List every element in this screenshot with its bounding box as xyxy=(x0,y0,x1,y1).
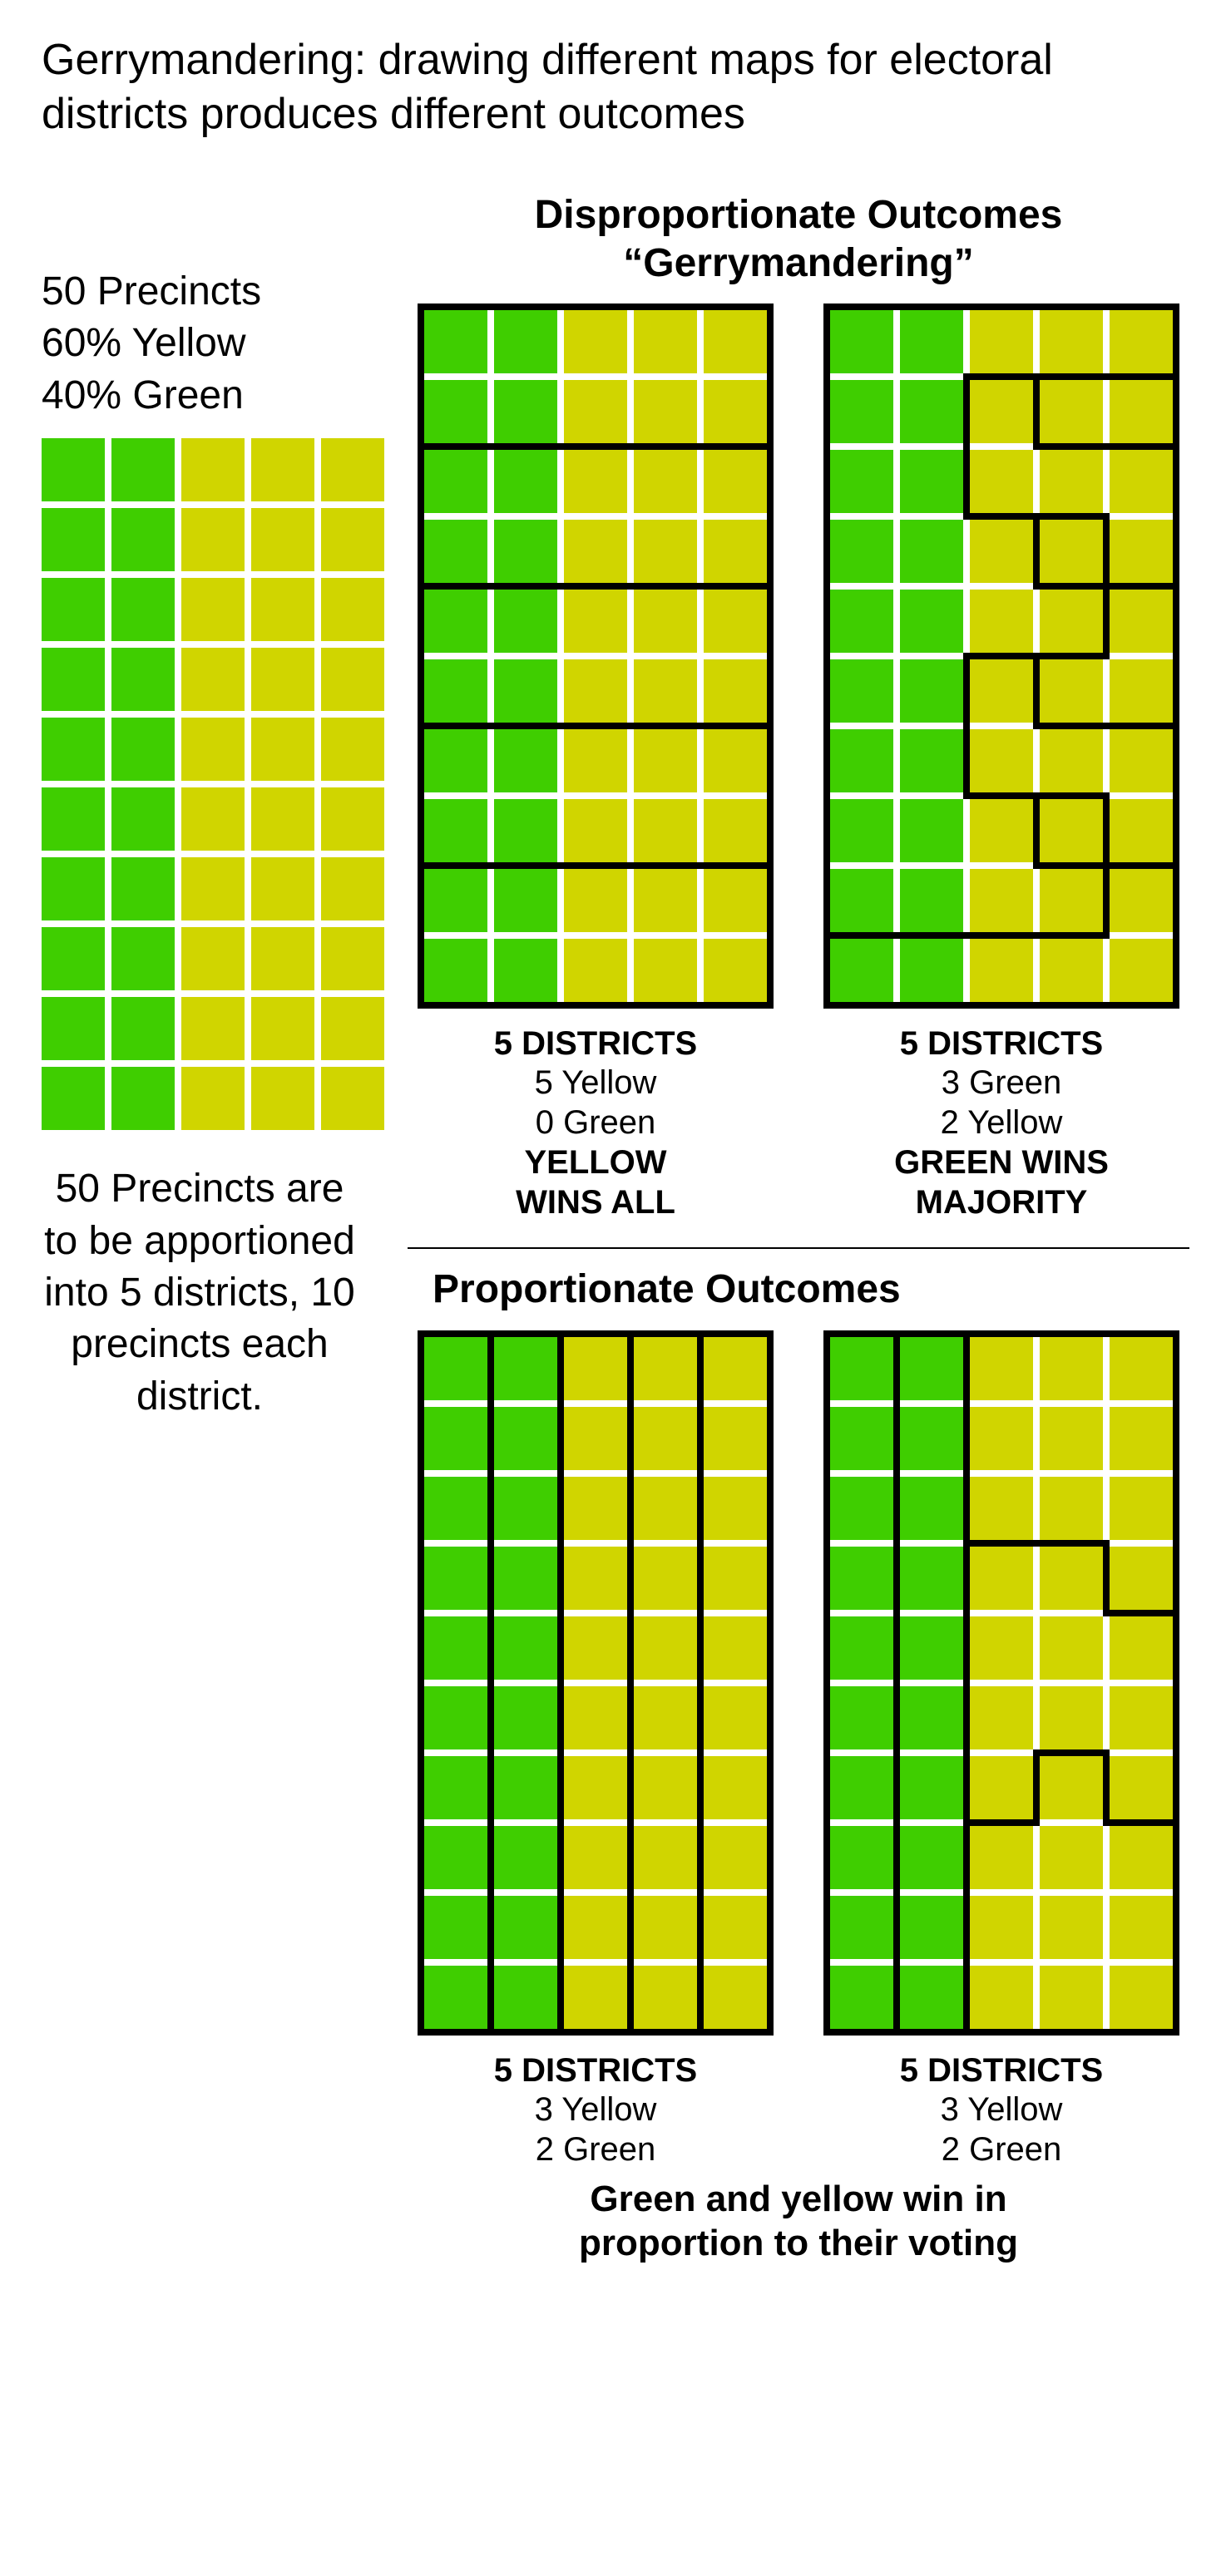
disprop-map-2: 5 DISTRICTS 3 Green 2 Yellow GREEN WINS … xyxy=(823,303,1179,1222)
prop-summary-line1: Green and yellow win in xyxy=(408,2178,1189,2222)
proportionate-maps: 5 DISTRICTS 3 Yellow 2 Green 5 DISTRICTS… xyxy=(408,1330,1189,2169)
proportionate-summary: Green and yellow win in proportion to th… xyxy=(408,2178,1189,2266)
right-column: Disproportionate Outcomes “Gerrymanderin… xyxy=(408,191,1189,2265)
d1-yellow: 5 Yellow xyxy=(535,1063,657,1103)
d2-green: 3 Green xyxy=(942,1063,1062,1103)
p1-districts: 5 DISTRICTS xyxy=(494,2052,697,2090)
d2-result2: MAJORITY xyxy=(916,1182,1088,1222)
disprop-heading-line1: Disproportionate Outcomes xyxy=(408,191,1189,239)
prop-map-1: 5 DISTRICTS 3 Yellow 2 Green xyxy=(418,1330,774,2169)
disproportionate-maps: 5 DISTRICTS 5 Yellow 0 Green YELLOW WINS… xyxy=(408,303,1189,1222)
left-column: 50 Precincts 60% Yellow 40% Green 50 Pre… xyxy=(42,191,358,2265)
d1-result2: WINS ALL xyxy=(516,1182,675,1222)
page-title: Gerrymandering: drawing different maps f… xyxy=(42,33,1189,141)
proportionate-heading: Proportionate Outcomes xyxy=(408,1266,1189,1314)
apportionment-note: 50 Precincts are to be apportioned into … xyxy=(42,1163,358,1423)
disprop-heading-line2: “Gerrymandering” xyxy=(408,239,1189,288)
prop-summary-line2: proportion to their voting xyxy=(408,2222,1189,2266)
d1-result1: YELLOW xyxy=(524,1142,666,1182)
d2-districts: 5 DISTRICTS xyxy=(900,1025,1103,1063)
p2-yellow: 3 Yellow xyxy=(941,2090,1063,2129)
d2-yellow: 2 Yellow xyxy=(941,1103,1063,1142)
p1-green: 2 Green xyxy=(536,2129,656,2169)
base-grid xyxy=(42,438,358,1130)
prop-map-2: 5 DISTRICTS 3 Yellow 2 Green xyxy=(823,1330,1179,2169)
disproportionate-heading: Disproportionate Outcomes “Gerrymanderin… xyxy=(408,191,1189,287)
d2-result1: GREEN WINS xyxy=(894,1142,1109,1182)
disprop-map-1: 5 DISTRICTS 5 Yellow 0 Green YELLOW WINS… xyxy=(418,303,774,1222)
d1-green: 0 Green xyxy=(536,1103,656,1142)
precinct-count: 50 Precincts xyxy=(42,266,358,318)
p2-districts: 5 DISTRICTS xyxy=(900,2052,1103,2090)
d1-districts: 5 DISTRICTS xyxy=(494,1025,697,1063)
yellow-percent: 60% Yellow xyxy=(42,318,358,369)
green-percent: 40% Green xyxy=(42,370,358,422)
p2-green: 2 Green xyxy=(942,2129,1062,2169)
main-row: 50 Precincts 60% Yellow 40% Green 50 Pre… xyxy=(42,191,1189,2265)
p1-yellow: 3 Yellow xyxy=(535,2090,657,2129)
precinct-summary: 50 Precincts 60% Yellow 40% Green xyxy=(42,266,358,422)
section-divider xyxy=(408,1247,1189,1249)
